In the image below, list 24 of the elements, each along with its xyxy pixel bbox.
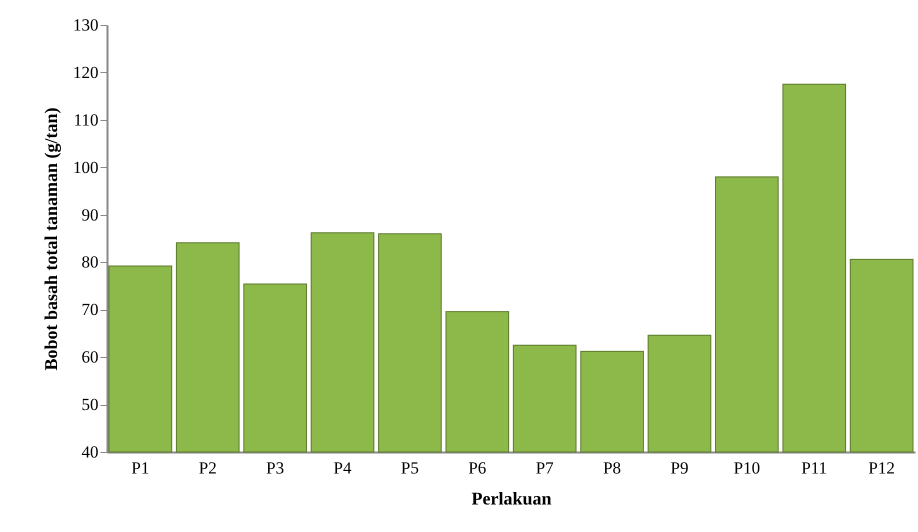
y-axis-title: Bobot basah total tanaman (g/tan) [41,107,61,371]
x-tick-label: P6 [468,458,486,478]
y-tick-label: 60 [82,348,98,367]
y-tick-label: 80 [82,252,98,272]
x-tick-label: P1 [131,458,150,478]
x-tick-label: P11 [801,458,828,478]
y-tick-label: 90 [82,205,98,224]
y-tick-label: 50 [82,395,98,414]
x-tick-label: P9 [670,458,688,478]
x-tick-label: P8 [603,458,622,478]
y-tick-label: 40 [82,442,98,462]
x-tick-label: P10 [734,458,760,478]
x-tick-label: P4 [334,458,352,478]
x-tick-label: P3 [266,458,284,478]
y-tick-label: 110 [74,110,98,130]
x-tick-label: P2 [198,458,217,478]
x-tick-label: P5 [400,458,419,478]
y-tick-label: 70 [82,300,98,320]
y-tick-label: 130 [73,16,98,34]
x-axis-title: Perlakuan [471,488,552,508]
x-tick-label: P12 [868,458,895,478]
y-tick-label: 120 [73,62,98,82]
x-tick-label: P7 [536,458,554,478]
y-tick-label: 100 [73,158,98,177]
